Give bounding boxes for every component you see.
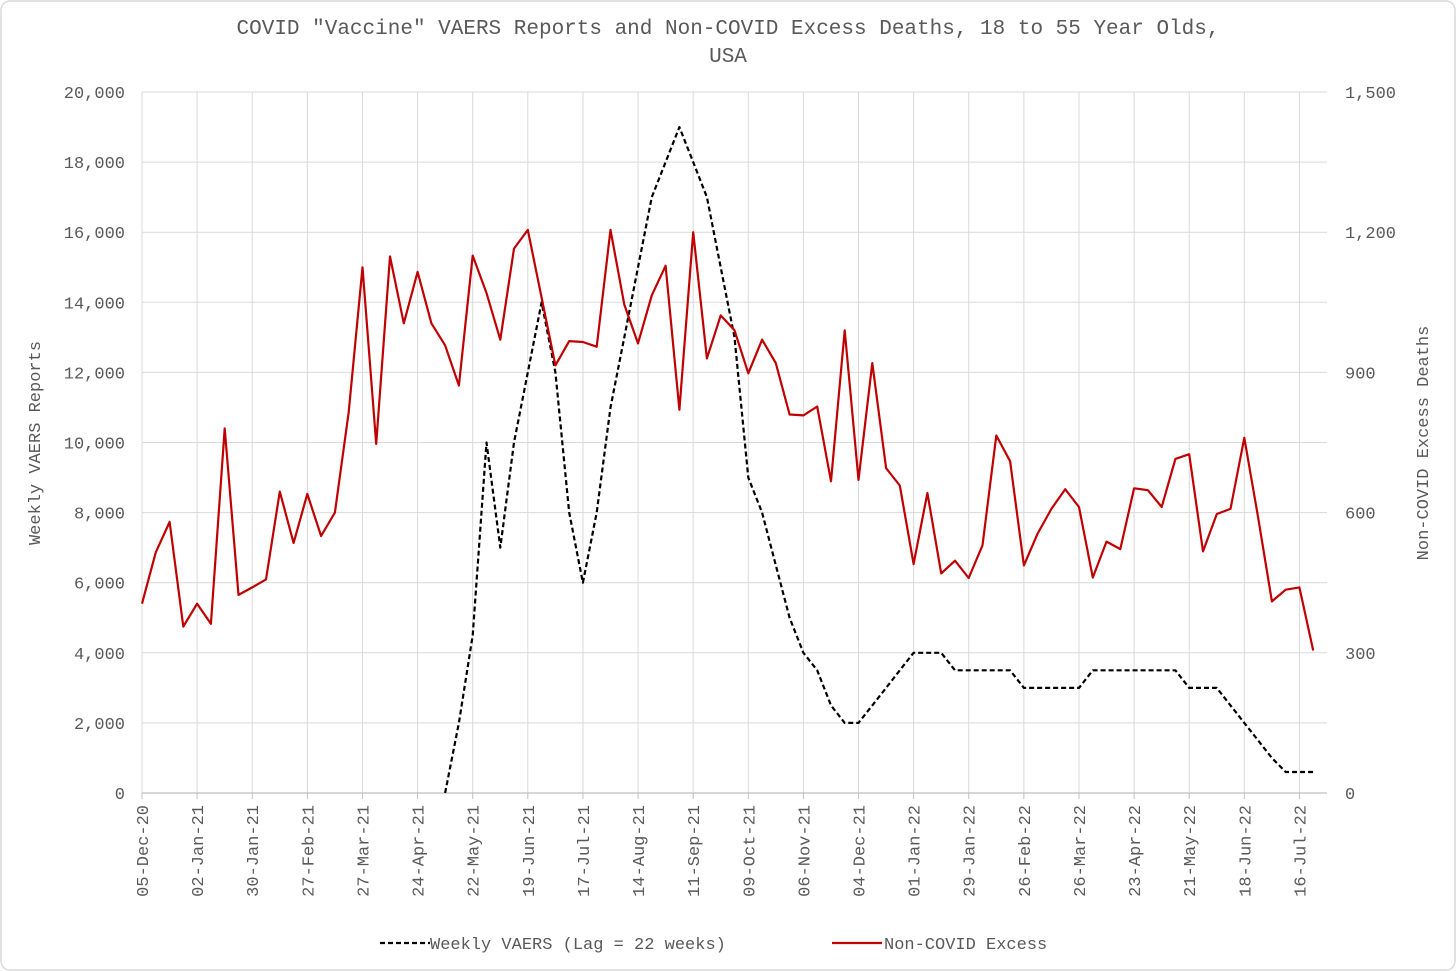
y2-tick-label: 1,200 (1345, 225, 1396, 244)
y-tick-label: 4,000 (74, 646, 125, 665)
y2-tick-label: 0 (1345, 786, 1355, 805)
x-tick-label: 06-Nov-21 (796, 805, 815, 897)
series-line-excess (140, 228, 1315, 651)
y2-tick-label: 1,500 (1345, 85, 1396, 104)
chart-title-line-2: USA (709, 46, 747, 69)
y-tick-label: 6,000 (74, 576, 125, 595)
legend-label-vaers: Weekly VAERS (Lag = 22 weeks) (430, 936, 726, 955)
x-tick-label: 14-Aug-21 (631, 805, 650, 897)
series-line-vaers (444, 125, 1314, 794)
x-tick-label: 21-May-22 (1182, 805, 1201, 897)
x-tick-label: 17-Jul-21 (576, 805, 595, 897)
x-tick-label: 01-Jan-22 (907, 805, 926, 897)
x-tick-label: 29-Jan-22 (962, 805, 981, 897)
x-tick-label: 27-Feb-21 (300, 805, 319, 897)
y2-tick-label: 900 (1345, 365, 1376, 384)
y-axis-right: 0 300 600 900 1,200 1,500 (1345, 85, 1396, 805)
x-tick-label: 09-Oct-21 (741, 805, 760, 897)
x-tick-label: 18-Jun-22 (1237, 805, 1256, 897)
x-tick-label: 27-Mar-21 (355, 805, 374, 897)
y2-tick-label: 300 (1345, 646, 1376, 665)
y2-axis-title: Non-COVID Excess Deaths (1415, 326, 1434, 561)
x-tick-label: 05-Dec-20 (135, 805, 154, 897)
y-tick-label: 20,000 (64, 85, 125, 104)
chart-title-line-1: COVID "Vaccine" VAERS Reports and Non-CO… (237, 18, 1220, 41)
x-tick-label: 19-Jun-21 (521, 805, 540, 897)
y-axis-title: Weekly VAERS Reports (27, 341, 46, 545)
x-tick-label: 30-Jan-21 (245, 805, 264, 897)
y-tick-label: 0 (115, 786, 125, 805)
x-tick-label: 16-Jul-22 (1292, 805, 1311, 897)
legend: Weekly VAERS (Lag = 22 weeks) Non-COVID … (380, 936, 1047, 955)
x-axis: 05-Dec-20 02-Jan-21 30-Jan-21 27-Feb-21 27-M… (135, 792, 1327, 897)
plot-series (140, 125, 1315, 794)
y-tick-label: 14,000 (64, 295, 125, 314)
x-tick-label: 23-Apr-22 (1127, 805, 1146, 897)
y-tick-label: 12,000 (64, 365, 125, 384)
x-tick-label: 26-Mar-22 (1072, 805, 1091, 897)
x-tick-label: 04-Dec-21 (852, 805, 871, 897)
y-tick-label: 8,000 (74, 506, 125, 525)
y-tick-label: 16,000 (64, 225, 125, 244)
y-tick-label: 18,000 (64, 155, 125, 174)
x-tick-label: 22-May-21 (466, 805, 485, 897)
x-tick-label: 24-Apr-21 (411, 805, 430, 897)
gridlines (141, 91, 1327, 794)
y-tick-label: 10,000 (64, 436, 125, 455)
x-tick-label: 02-Jan-21 (190, 805, 209, 897)
y-axis-left: 0 2,000 4,000 6,000 8,000 10,000 12,000 14,000 1… (64, 85, 125, 805)
y2-tick-label: 600 (1345, 506, 1376, 525)
y-tick-label: 2,000 (74, 716, 125, 735)
legend-label-excess: Non-COVID Excess (884, 936, 1047, 955)
x-tick-label: 11-Sep-21 (686, 805, 705, 897)
x-tick-label: 26-Feb-22 (1017, 805, 1036, 897)
